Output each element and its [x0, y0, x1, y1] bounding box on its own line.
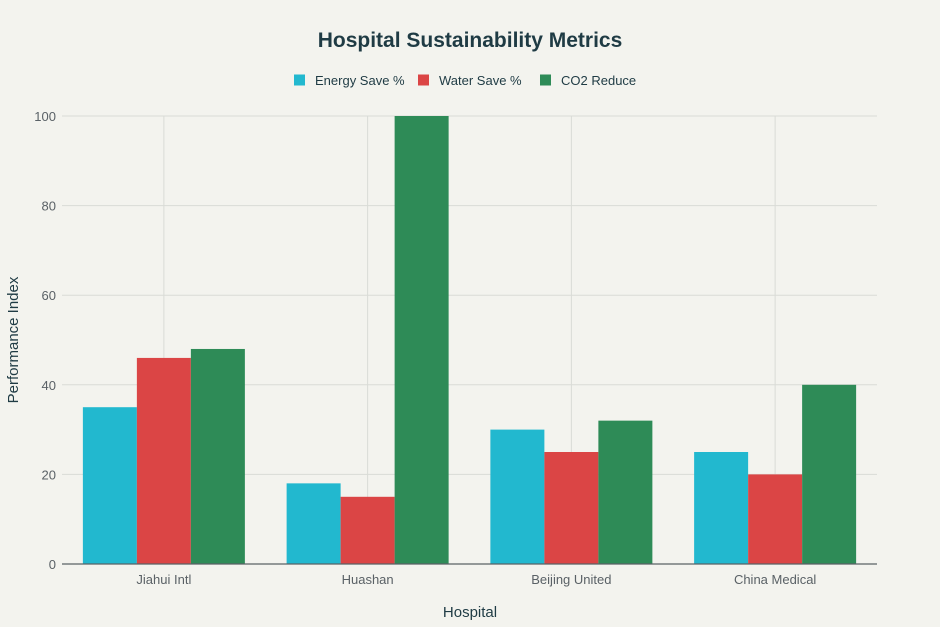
x-tick-label: Beijing United	[531, 572, 611, 587]
bar	[490, 429, 545, 564]
bar	[394, 116, 449, 564]
x-tick-label: Jiahui Intl	[136, 572, 191, 587]
y-tick-label: 100	[34, 109, 56, 124]
legend-label: Energy Save %	[315, 73, 405, 88]
bar	[694, 452, 749, 564]
chart-title: Hospital Sustainability Metrics	[318, 29, 623, 52]
x-tick-label: Huashan	[342, 572, 394, 587]
legend-swatch	[294, 74, 305, 86]
bar	[748, 474, 803, 564]
bar	[82, 407, 137, 564]
y-tick-label: 60	[42, 288, 56, 303]
y-tick-label: 0	[49, 557, 56, 572]
legend: Energy Save % Water Save % CO2 Reduce	[294, 73, 636, 88]
legend-swatch	[540, 74, 551, 86]
bar	[544, 452, 599, 564]
y-tick-label: 40	[42, 378, 56, 393]
bar	[598, 420, 653, 564]
y-axis-title: Performance Index	[5, 276, 22, 403]
legend-label: CO2 Reduce	[561, 73, 636, 88]
bars	[82, 116, 857, 564]
bar	[190, 348, 245, 564]
legend-label: Water Save %	[439, 73, 522, 88]
x-tick-label: China Medical	[734, 572, 816, 587]
bar	[136, 357, 191, 564]
y-tick-label: 80	[42, 199, 56, 214]
bar	[286, 483, 341, 564]
tick-labels: 0 20 40 60 80 100 Jiahui Intl Huashan Beijing Un…	[34, 109, 816, 587]
bar	[340, 496, 395, 564]
y-tick-label: 20	[42, 467, 56, 482]
bar	[802, 384, 857, 564]
x-axis-title: Hospital	[443, 604, 497, 621]
legend-swatch	[418, 74, 429, 86]
